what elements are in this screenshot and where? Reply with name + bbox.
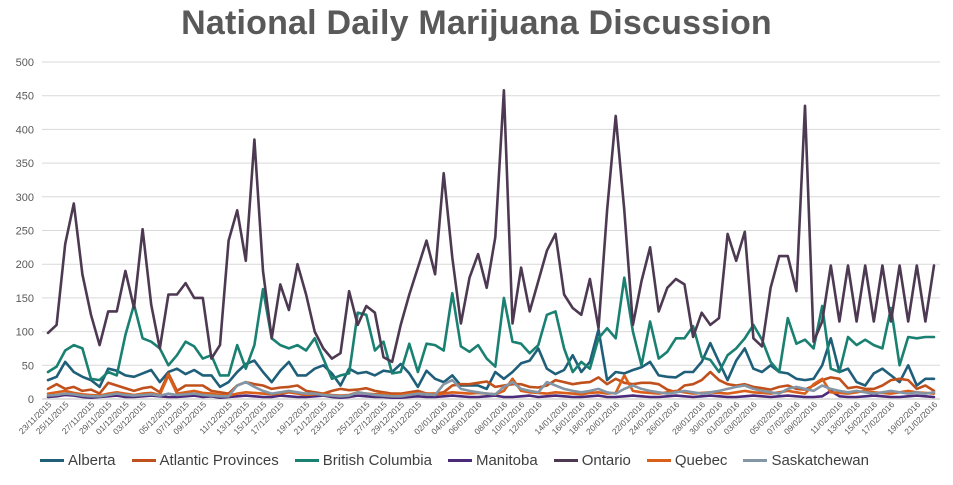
- series-line-ontario: [46, 89, 936, 364]
- series-line-british-columbia: [46, 276, 936, 382]
- y-tick-label: 50: [22, 360, 34, 372]
- legend-swatch: [40, 459, 64, 462]
- legend-item-manitoba: Manitoba: [447, 452, 538, 469]
- y-tick-label: 500: [16, 57, 34, 69]
- y-tick-label: 0: [28, 394, 34, 406]
- y-tick-label: 150: [16, 293, 34, 305]
- legend-swatch: [447, 459, 472, 462]
- legend-swatch: [553, 459, 578, 462]
- y-axis: 0 50 100 150 200 250 300 350 400 450 500: [16, 57, 34, 406]
- legend-label: Ontario: [581, 452, 631, 469]
- legend-swatch: [131, 459, 156, 462]
- x-axis: 23/11/201525/11/201527/11/201529/11/2015…: [17, 399, 940, 436]
- legend-label: Manitoba: [475, 452, 538, 469]
- y-tick-label: 450: [16, 91, 34, 103]
- series-line-saskatchewan: [46, 378, 936, 398]
- legend-item-british-columbia: British Columbia: [294, 452, 432, 469]
- legend-label: Atlantic Provinces: [159, 452, 279, 469]
- series-lines: [46, 89, 936, 400]
- legend-label: British Columbia: [322, 452, 432, 469]
- legend-item-saskatchewan: Saskatchewan: [743, 452, 869, 469]
- legend-item-alberta: Alberta: [40, 452, 116, 469]
- y-tick-label: 400: [16, 124, 34, 136]
- legend-item-atlantic-provinces: Atlantic Provinces: [131, 452, 279, 469]
- legend: Alberta Atlantic Provinces British Columbi…: [40, 452, 940, 469]
- legend-swatch: [743, 459, 768, 462]
- legend-item-quebec: Quebec: [646, 452, 728, 469]
- legend-label: Alberta: [68, 452, 116, 469]
- y-tick-label: 300: [16, 192, 34, 204]
- series-line-alberta: [46, 328, 936, 391]
- series-line-atlantic-provinces: [46, 370, 936, 395]
- chart-title: National Daily Marijuana Discussion: [181, 4, 772, 42]
- series-line-manitoba: [46, 389, 936, 400]
- legend-item-ontario: Ontario: [553, 452, 631, 469]
- legend-label: Quebec: [674, 452, 728, 469]
- y-tick-label: 100: [16, 327, 34, 339]
- legend-swatch: [294, 459, 319, 462]
- y-tick-label: 250: [16, 226, 34, 238]
- gridlines: [42, 61, 940, 400]
- y-tick-label: 200: [16, 259, 34, 271]
- legend-label: Saskatchewan: [771, 452, 869, 469]
- y-tick-label: 350: [16, 158, 34, 170]
- legend-swatch: [646, 459, 671, 462]
